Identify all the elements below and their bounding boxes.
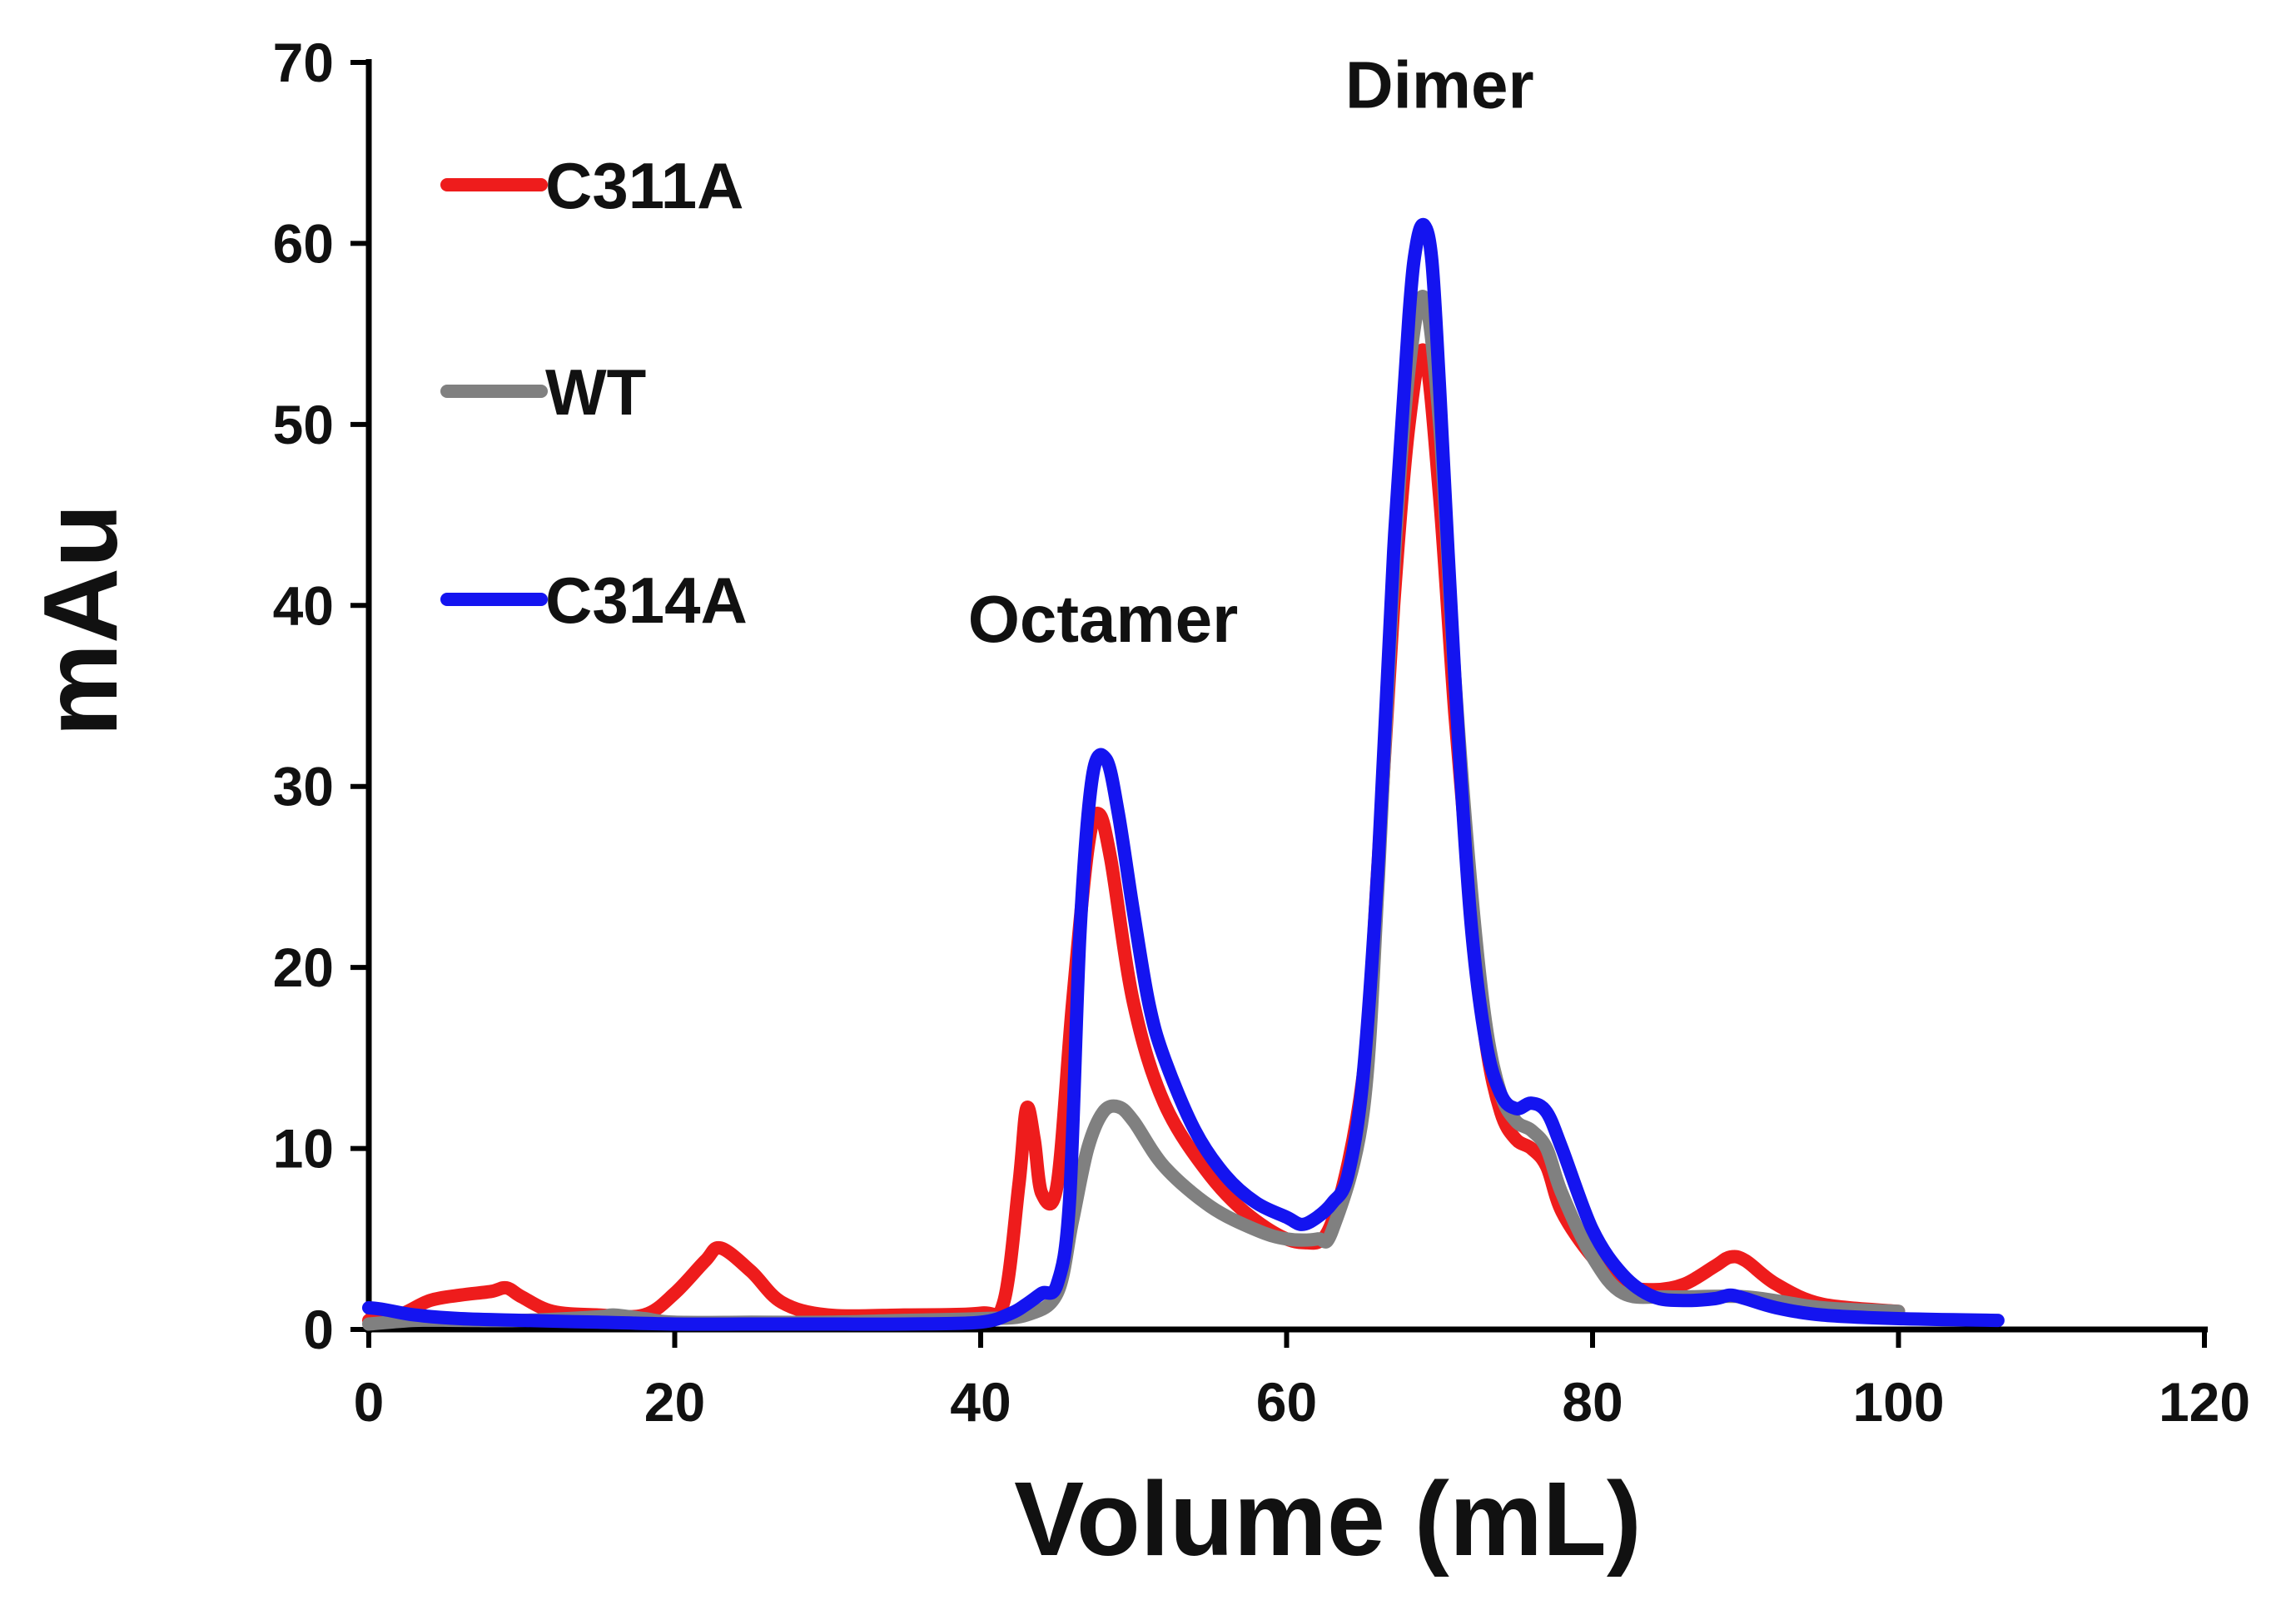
series-line-c314a <box>362 217 2005 1331</box>
series-line-wt <box>362 290 1906 1331</box>
y-tick-label: 30 <box>273 756 334 817</box>
x-tick-label: 20 <box>644 1371 705 1433</box>
x-tick-label: 0 <box>354 1371 385 1433</box>
y-tick-label: 60 <box>273 212 334 274</box>
series-layer <box>362 217 2005 1331</box>
x-tick-label: 120 <box>2159 1371 2250 1433</box>
x-tick-label: 100 <box>1852 1371 1944 1433</box>
series-line-c311a <box>362 343 1906 1328</box>
x-tick-label: 40 <box>950 1371 1011 1433</box>
x-tick-label: 60 <box>1256 1371 1317 1433</box>
legend-label-c314a: C314A <box>545 564 748 637</box>
y-tick-label: 50 <box>273 394 334 455</box>
y-tick-label: 70 <box>273 32 334 93</box>
annotation-dimer: Dimer <box>1345 47 1534 122</box>
legend-label-wt: WT <box>545 355 646 429</box>
y-tick-label: 10 <box>273 1118 334 1180</box>
y-axis-title: mAu <box>22 504 139 737</box>
x-tick-labels: 0 20 40 60 80 100 120 <box>354 1371 2250 1433</box>
annotations: Octamer Dimer <box>968 47 1534 655</box>
x-tick-label: 80 <box>1562 1371 1623 1433</box>
x-axis-title: Volume (mL) <box>1014 1460 1642 1578</box>
y-tick-label: 0 <box>303 1299 334 1360</box>
axes <box>350 59 2208 1348</box>
annotation-octamer: Octamer <box>968 582 1239 656</box>
y-tick-label: 40 <box>273 574 334 636</box>
y-tick-label: 20 <box>273 937 334 998</box>
legend: C311A WT C314A <box>440 149 748 637</box>
y-tick-labels: 0 10 20 30 40 50 60 70 <box>273 32 334 1360</box>
legend-label-c311a: C311A <box>545 149 744 222</box>
